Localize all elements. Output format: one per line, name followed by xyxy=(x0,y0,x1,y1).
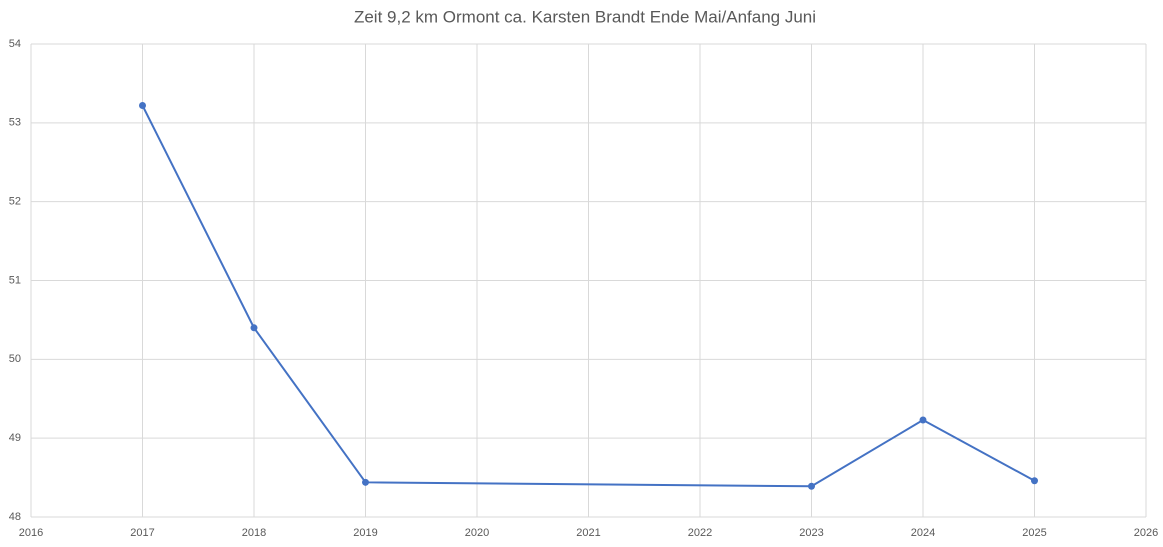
y-tick-label: 48 xyxy=(9,511,21,523)
data-point xyxy=(808,482,815,490)
x-tick-label: 2021 xyxy=(576,527,600,539)
x-tick-label: 2025 xyxy=(1022,527,1046,539)
data-point xyxy=(250,324,258,332)
x-tick-label: 2016 xyxy=(19,527,43,539)
data-line xyxy=(141,105,1035,488)
y-tick-label: 50 xyxy=(9,353,21,365)
data-point xyxy=(1031,477,1038,485)
x-tick-label: 2018 xyxy=(242,527,266,539)
x-tick-label: 2023 xyxy=(799,527,823,539)
y-tick-label: 49 xyxy=(9,432,21,444)
x-tick-label: 2024 xyxy=(911,527,935,539)
x-tick-label: 2020 xyxy=(465,527,489,539)
y-tick-label: 53 xyxy=(9,117,21,129)
chart-title: Zeit 9,2 km Ormont ca. Karsten Brandt En… xyxy=(354,7,816,26)
x-tick-label: 2022 xyxy=(688,527,712,539)
x-tick-label: 2017 xyxy=(130,527,154,539)
y-tick-label: 51 xyxy=(9,274,21,286)
data-point xyxy=(919,416,927,424)
data-point xyxy=(362,478,369,486)
data-point xyxy=(139,101,146,109)
y-tick-label: 54 xyxy=(9,38,21,50)
y-tick-label: 52 xyxy=(9,196,21,208)
x-tick-label: 2019 xyxy=(353,527,377,539)
x-tick-label: 2026 xyxy=(1134,527,1158,539)
